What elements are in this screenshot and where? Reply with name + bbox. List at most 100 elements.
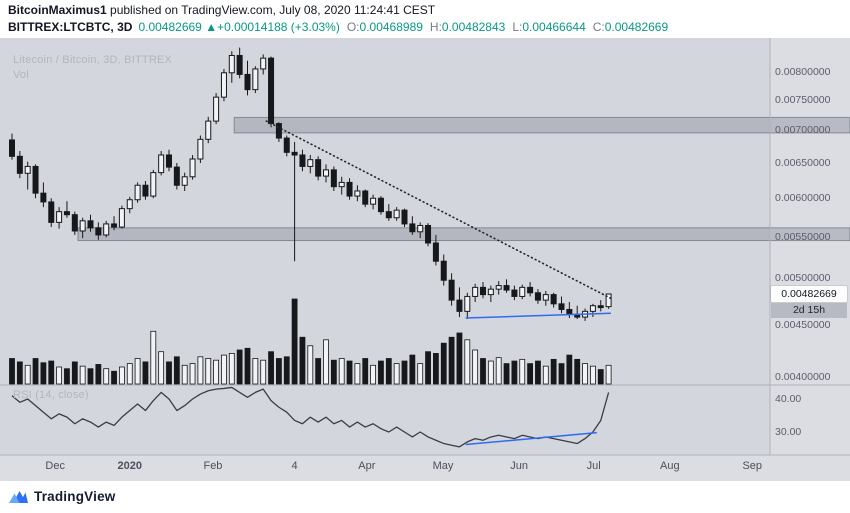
volume-bar (511, 360, 518, 385)
candle-body (142, 184, 149, 197)
volume-bar (550, 358, 557, 385)
volume-bar (283, 356, 290, 385)
volume-bar (425, 351, 431, 385)
time-axis-label: Jul (586, 460, 601, 472)
candle-body (330, 169, 337, 188)
volume-bar (275, 358, 282, 385)
candle-body (87, 220, 94, 229)
candle-body (213, 96, 220, 122)
time-axis-label: Aug (660, 460, 680, 472)
candle-body (338, 181, 345, 188)
candle-body (24, 165, 31, 174)
volume-bar (150, 330, 157, 385)
volume-bar (134, 358, 141, 385)
volume-bar (519, 358, 526, 385)
volume-bar (9, 358, 15, 385)
volume-bar (354, 363, 361, 385)
volume-bar (315, 358, 322, 385)
candle-body (605, 293, 612, 308)
volume-bar (401, 360, 408, 385)
candle-body (511, 289, 518, 297)
candle-body (597, 305, 604, 309)
volume-bar (119, 366, 125, 385)
candle-body (519, 286, 526, 297)
volume-bar (378, 360, 384, 385)
volume-bar (244, 347, 251, 385)
volume-bar (480, 358, 486, 385)
time-axis-label: Jun (510, 460, 528, 472)
candle-body (472, 286, 479, 297)
candle-body (166, 154, 172, 168)
rsi-axis-label: 30.00 (775, 426, 802, 438)
resistance-zone (233, 116, 850, 134)
candle-body (150, 172, 157, 197)
chart-area[interactable]: Litecoin / Bitcoin, 3D, BITTREX Vol RSI … (0, 38, 850, 481)
volume-bar (181, 364, 188, 385)
volume-bar (24, 364, 31, 385)
volume-bar (32, 358, 39, 385)
candle-body (56, 211, 63, 223)
volume-bar (417, 363, 424, 385)
candle-body (9, 139, 15, 157)
candle-body (236, 54, 243, 75)
watermark-symbol: Litecoin / Bitcoin, 3D, BITTREX (13, 54, 173, 66)
candle-body (589, 305, 596, 312)
volume-bar (464, 339, 471, 385)
volume-bar (448, 336, 455, 385)
candle-body (315, 159, 322, 177)
support-trendline (465, 312, 611, 319)
candle-body (527, 286, 534, 294)
high-label: H: (429, 20, 442, 34)
candle-body (480, 286, 486, 296)
volume-bar (456, 332, 463, 385)
volume-bar (527, 363, 533, 385)
time-axis-label: Feb (203, 460, 223, 472)
price-axis-label: 0.00450000 (775, 318, 831, 331)
price-change: ▲+0.00014188 (+3.03%) (205, 20, 340, 34)
candle-body (126, 199, 133, 210)
volume-bar (362, 358, 369, 385)
candle-body (181, 176, 188, 186)
current-price-badge: 0.00482669 (771, 286, 847, 302)
volume-bar (299, 336, 306, 385)
rsi-line (11, 386, 610, 448)
candle-body (495, 285, 502, 290)
volume-bar (323, 339, 329, 385)
candle-body (228, 54, 235, 74)
candle-body (534, 292, 541, 301)
volume-bar (236, 349, 243, 385)
candle-body (307, 159, 314, 167)
volume-bar (40, 362, 47, 385)
volume-bar (291, 298, 298, 385)
volume-bar (213, 359, 220, 385)
candle-body (158, 154, 165, 174)
open-label: O: (346, 20, 360, 34)
price-axis-label: 0.00500000 (775, 272, 831, 285)
bar-countdown-badge: 2d 15h (771, 303, 847, 318)
close-label: C: (592, 20, 605, 34)
price-axis-label: 0.00800000 (775, 65, 831, 78)
last-price: 0.00482669 (138, 20, 202, 34)
volume-bar (260, 359, 267, 385)
footer: TradingView (0, 481, 850, 513)
volume-bar (103, 368, 110, 385)
candle-body (103, 223, 110, 236)
chart-canvas[interactable] (0, 38, 850, 481)
candle-body (268, 57, 275, 125)
candle-body (464, 295, 471, 312)
volume-bar (385, 358, 392, 385)
volume-bar (440, 342, 447, 385)
volume-bar (252, 358, 259, 385)
volume-bar (173, 356, 180, 385)
volume-bar (566, 354, 573, 385)
candle-body (456, 299, 463, 312)
tradingview-logo[interactable]: TradingView (9, 488, 115, 504)
candle-body (79, 220, 86, 232)
volume-bar (487, 360, 494, 385)
volume-bar (409, 354, 416, 385)
volume-bar (597, 369, 604, 385)
volume-bar (495, 357, 502, 385)
candle-body (393, 209, 400, 219)
candle-body (71, 214, 78, 232)
candle-body (385, 211, 392, 219)
